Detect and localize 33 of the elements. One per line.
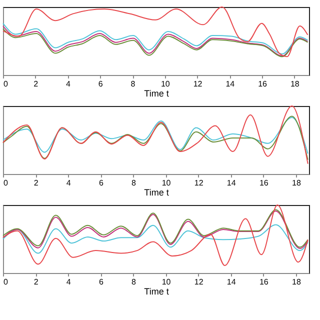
x-tick-label: 18 [292, 178, 302, 188]
x-tick-label: 0 [4, 80, 8, 88]
x-tick-label: 16 [259, 278, 269, 286]
x-tick-label: 4 [66, 80, 72, 88]
x-tick-label: 14 [226, 278, 236, 286]
x-tick-label: 10 [162, 178, 172, 188]
x-tick-label: 16 [259, 178, 269, 188]
x-tick-label: 10 [162, 278, 172, 286]
x-tick-label: 14 [226, 80, 236, 88]
x-tick-label: 18 [292, 278, 302, 286]
x-tick-label: 12 [194, 178, 204, 188]
x-tick-label: 16 [258, 80, 268, 88]
x-tick-label: 8 [131, 178, 136, 188]
x-axis-title: Time t [144, 286, 170, 296]
x-tick-label: 14 [226, 178, 236, 188]
x-tick-label: 4 [66, 278, 72, 286]
x-tick-label: 2 [34, 80, 39, 88]
x-tick-label: 8 [130, 80, 136, 88]
x-tick-label: 0 [4, 278, 8, 286]
x-tick-label: 2 [34, 278, 39, 286]
x-tick-label: 4 [66, 178, 72, 188]
x-axis-title: Time t [144, 88, 170, 98]
x-tick-label: 12 [193, 80, 203, 88]
x-tick-label: 8 [131, 278, 136, 286]
x-tick-label: 0 [4, 178, 8, 188]
x-tick-label: 10 [160, 80, 170, 88]
x-tick-label: 18 [290, 80, 300, 88]
x-tick-label: 6 [98, 80, 104, 88]
x-tick-label: 6 [98, 178, 104, 188]
x-tick-label: 6 [98, 278, 104, 286]
x-tick-label: 12 [194, 278, 204, 286]
x-tick-label: 2 [34, 178, 39, 188]
x-axis-title: Time t [144, 188, 170, 198]
